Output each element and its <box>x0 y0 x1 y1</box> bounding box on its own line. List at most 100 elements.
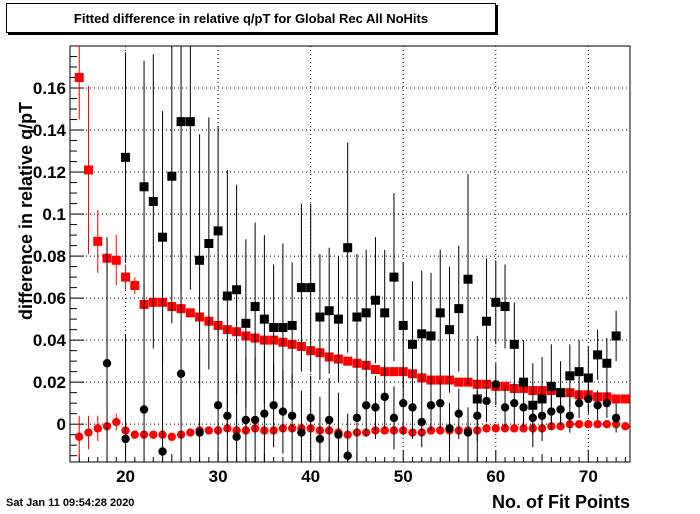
data-point <box>593 401 602 410</box>
data-point <box>602 358 612 368</box>
data-point <box>500 302 510 312</box>
data-point <box>454 377 464 387</box>
data-point <box>324 415 334 425</box>
data-point <box>195 255 205 265</box>
data-point <box>491 424 500 433</box>
data-point <box>343 243 353 253</box>
data-point <box>491 380 500 389</box>
data-point <box>380 308 390 318</box>
data-point <box>574 419 584 429</box>
data-point <box>111 255 121 265</box>
data-point <box>315 434 325 444</box>
data-point <box>241 415 251 425</box>
data-point <box>574 367 584 377</box>
data-point <box>130 281 140 291</box>
data-point <box>528 413 538 423</box>
data-point <box>296 283 306 293</box>
data-point <box>380 392 389 402</box>
data-point <box>334 430 343 439</box>
data-point <box>306 283 316 293</box>
data-point <box>620 394 630 404</box>
data-point <box>546 381 556 391</box>
data-point <box>370 295 380 305</box>
data-point <box>259 314 269 324</box>
data-point <box>287 320 297 330</box>
data-point <box>352 413 362 423</box>
timestamp: Sat Jan 11 09:54:28 2020 <box>6 497 135 509</box>
data-point <box>389 367 399 377</box>
data-point <box>250 415 260 425</box>
data-point <box>389 272 399 282</box>
data-point <box>398 320 408 330</box>
data-point <box>445 424 454 433</box>
y-tick-label: 0.14 <box>33 121 67 140</box>
data-point <box>611 413 621 423</box>
data-point <box>158 447 167 456</box>
data-point <box>436 426 445 435</box>
x-tick-label: 40 <box>301 467 320 486</box>
data-point <box>593 350 603 360</box>
y-tick-label: 0.12 <box>33 163 66 182</box>
data-marks <box>74 46 630 462</box>
data-point <box>93 424 102 433</box>
y-tick-label: 0.04 <box>33 331 67 350</box>
data-point <box>426 401 436 410</box>
data-point <box>232 432 241 441</box>
data-point <box>509 339 519 349</box>
data-point <box>260 409 269 418</box>
data-point <box>537 411 547 420</box>
data-point <box>399 398 408 408</box>
data-point <box>93 236 103 246</box>
data-point <box>149 430 158 439</box>
data-point <box>278 323 288 333</box>
data-point <box>519 377 529 387</box>
grid <box>70 46 630 462</box>
data-point <box>343 356 353 366</box>
data-point <box>102 359 112 368</box>
axes: 20 30 40 50 60 70 0 0.02 0.04 0.06 0.08 0.1 0.12 0.14… <box>33 56 626 486</box>
data-point <box>436 398 445 408</box>
data-point <box>121 434 130 444</box>
data-point <box>426 331 436 341</box>
data-point <box>204 426 214 435</box>
data-point <box>352 312 362 322</box>
data-point <box>473 411 482 420</box>
data-point <box>176 117 186 127</box>
data-point <box>232 285 242 295</box>
data-point <box>75 432 84 441</box>
series-0 <box>74 46 630 404</box>
data-point <box>195 428 204 437</box>
data-point <box>621 422 630 431</box>
data-point <box>445 325 455 335</box>
series-2 <box>121 46 621 462</box>
data-point <box>454 409 463 418</box>
data-point <box>112 417 121 427</box>
data-point <box>389 413 399 423</box>
data-point <box>324 306 334 316</box>
data-point <box>361 401 371 410</box>
data-point <box>84 165 94 175</box>
data-point <box>565 371 575 381</box>
data-point <box>269 323 279 333</box>
data-point <box>306 413 315 423</box>
data-point <box>167 432 177 441</box>
chart-title: Fitted difference in relative q/pT for G… <box>73 11 429 26</box>
data-point <box>343 451 352 460</box>
data-point <box>371 403 380 412</box>
series-3 <box>102 237 621 462</box>
data-point <box>315 312 325 322</box>
data-point <box>556 405 565 414</box>
data-point <box>602 398 612 408</box>
data-point <box>482 316 492 326</box>
data-point <box>176 369 186 378</box>
data-point <box>213 401 223 410</box>
data-point <box>463 274 473 284</box>
data-point <box>547 407 556 416</box>
data-point <box>241 318 251 328</box>
data-point <box>380 426 389 435</box>
chart-title-box: Fitted difference in relative q/pT for G… <box>6 3 496 33</box>
x-tick-label: 30 <box>209 467 228 486</box>
data-point <box>583 373 593 383</box>
data-point <box>463 428 473 437</box>
data-point <box>74 73 84 83</box>
